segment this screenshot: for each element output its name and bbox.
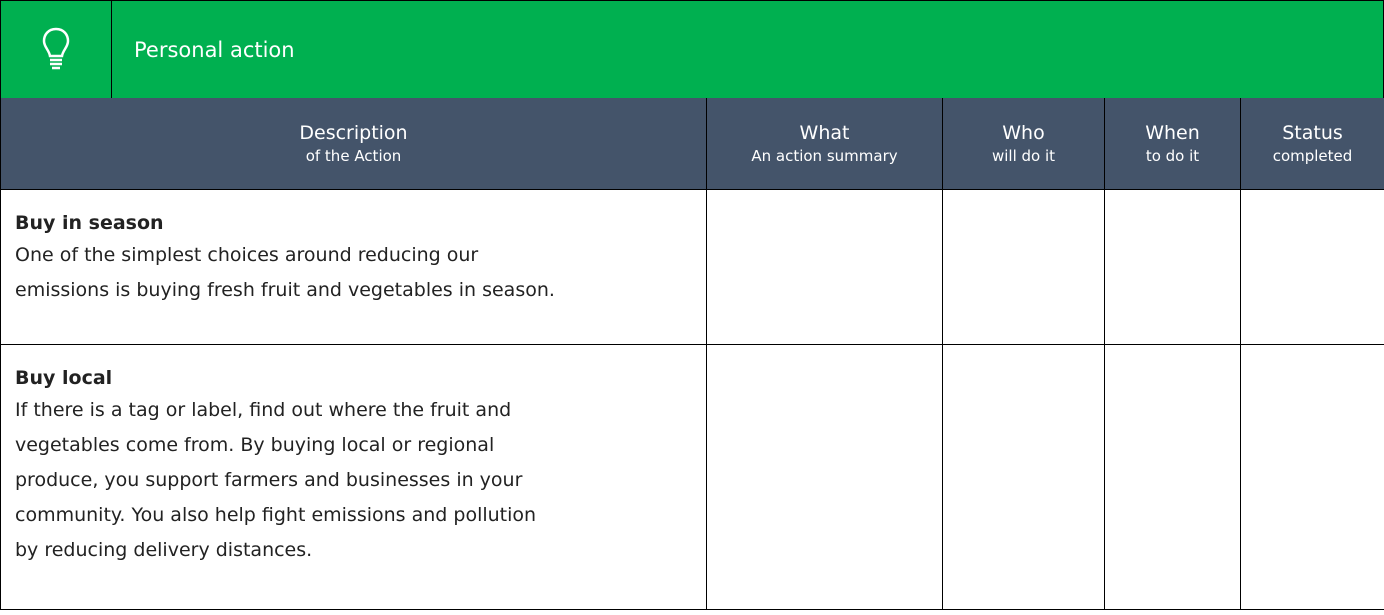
action-table: Description of the Action What An action su… (0, 98, 1384, 610)
column-header: What An action summary (706, 98, 943, 190)
empty-cell (1240, 189, 1384, 345)
description-line: produce, you support farmers and busines… (15, 469, 523, 491)
column-title: What (799, 121, 850, 144)
section-header: Personal action (0, 0, 1384, 99)
description-line: by reducing delivery distances. (15, 539, 313, 561)
description-line: One of the simplest choices around reduc… (15, 244, 479, 266)
empty-cell (942, 189, 1105, 345)
column-header: When to do it (1104, 98, 1241, 190)
column-subtitle: to do it (1145, 146, 1200, 165)
lightbulb (42, 27, 70, 69)
table-row: Buy in season One of the simplest choices… (0, 189, 1384, 345)
description-cell: Buy local If there is a tag or label, fin… (0, 344, 707, 610)
empty-cell (1240, 344, 1384, 610)
column-header: Description of the Action (0, 98, 707, 190)
description-line: If there is a tag or label, find out whe… (15, 399, 512, 421)
description-cell: Buy in season One of the simplest choices… (0, 189, 707, 345)
description-line: emissions is buying fresh fruit and vege… (15, 279, 555, 301)
column-subtitle: An action summary (751, 146, 898, 165)
empty-cell (1104, 189, 1241, 345)
empty-cell (706, 189, 943, 345)
section-title: Personal action (134, 37, 295, 62)
table-body: Buy in season One of the simplest choices… (0, 189, 1384, 610)
column-subtitle: of the Action (305, 146, 402, 165)
empty-cell (706, 344, 943, 610)
empty-cell (942, 344, 1105, 610)
table-row: Buy local If there is a tag or label, fin… (0, 344, 1384, 610)
header-row: Description of the Action What An action su… (0, 98, 1384, 190)
empty-cell (1104, 344, 1241, 610)
column-subtitle: will do it (991, 146, 1056, 165)
column-title: Status (1282, 121, 1343, 144)
description-line: vegetables come from. By buying local or… (15, 434, 495, 456)
column-title: When (1145, 121, 1200, 144)
column-header: Status completed (1240, 98, 1384, 190)
description-line: community. You also help fight emissions… (15, 504, 537, 526)
column-title: Who (1002, 121, 1045, 144)
column-title: Description (299, 121, 408, 144)
action-heading: Buy local (15, 367, 113, 389)
column-subtitle: completed (1272, 146, 1353, 165)
action-heading: Buy in season (15, 212, 164, 234)
lightbulb-icon (1, 1, 112, 98)
column-header: Who will do it (942, 98, 1105, 190)
